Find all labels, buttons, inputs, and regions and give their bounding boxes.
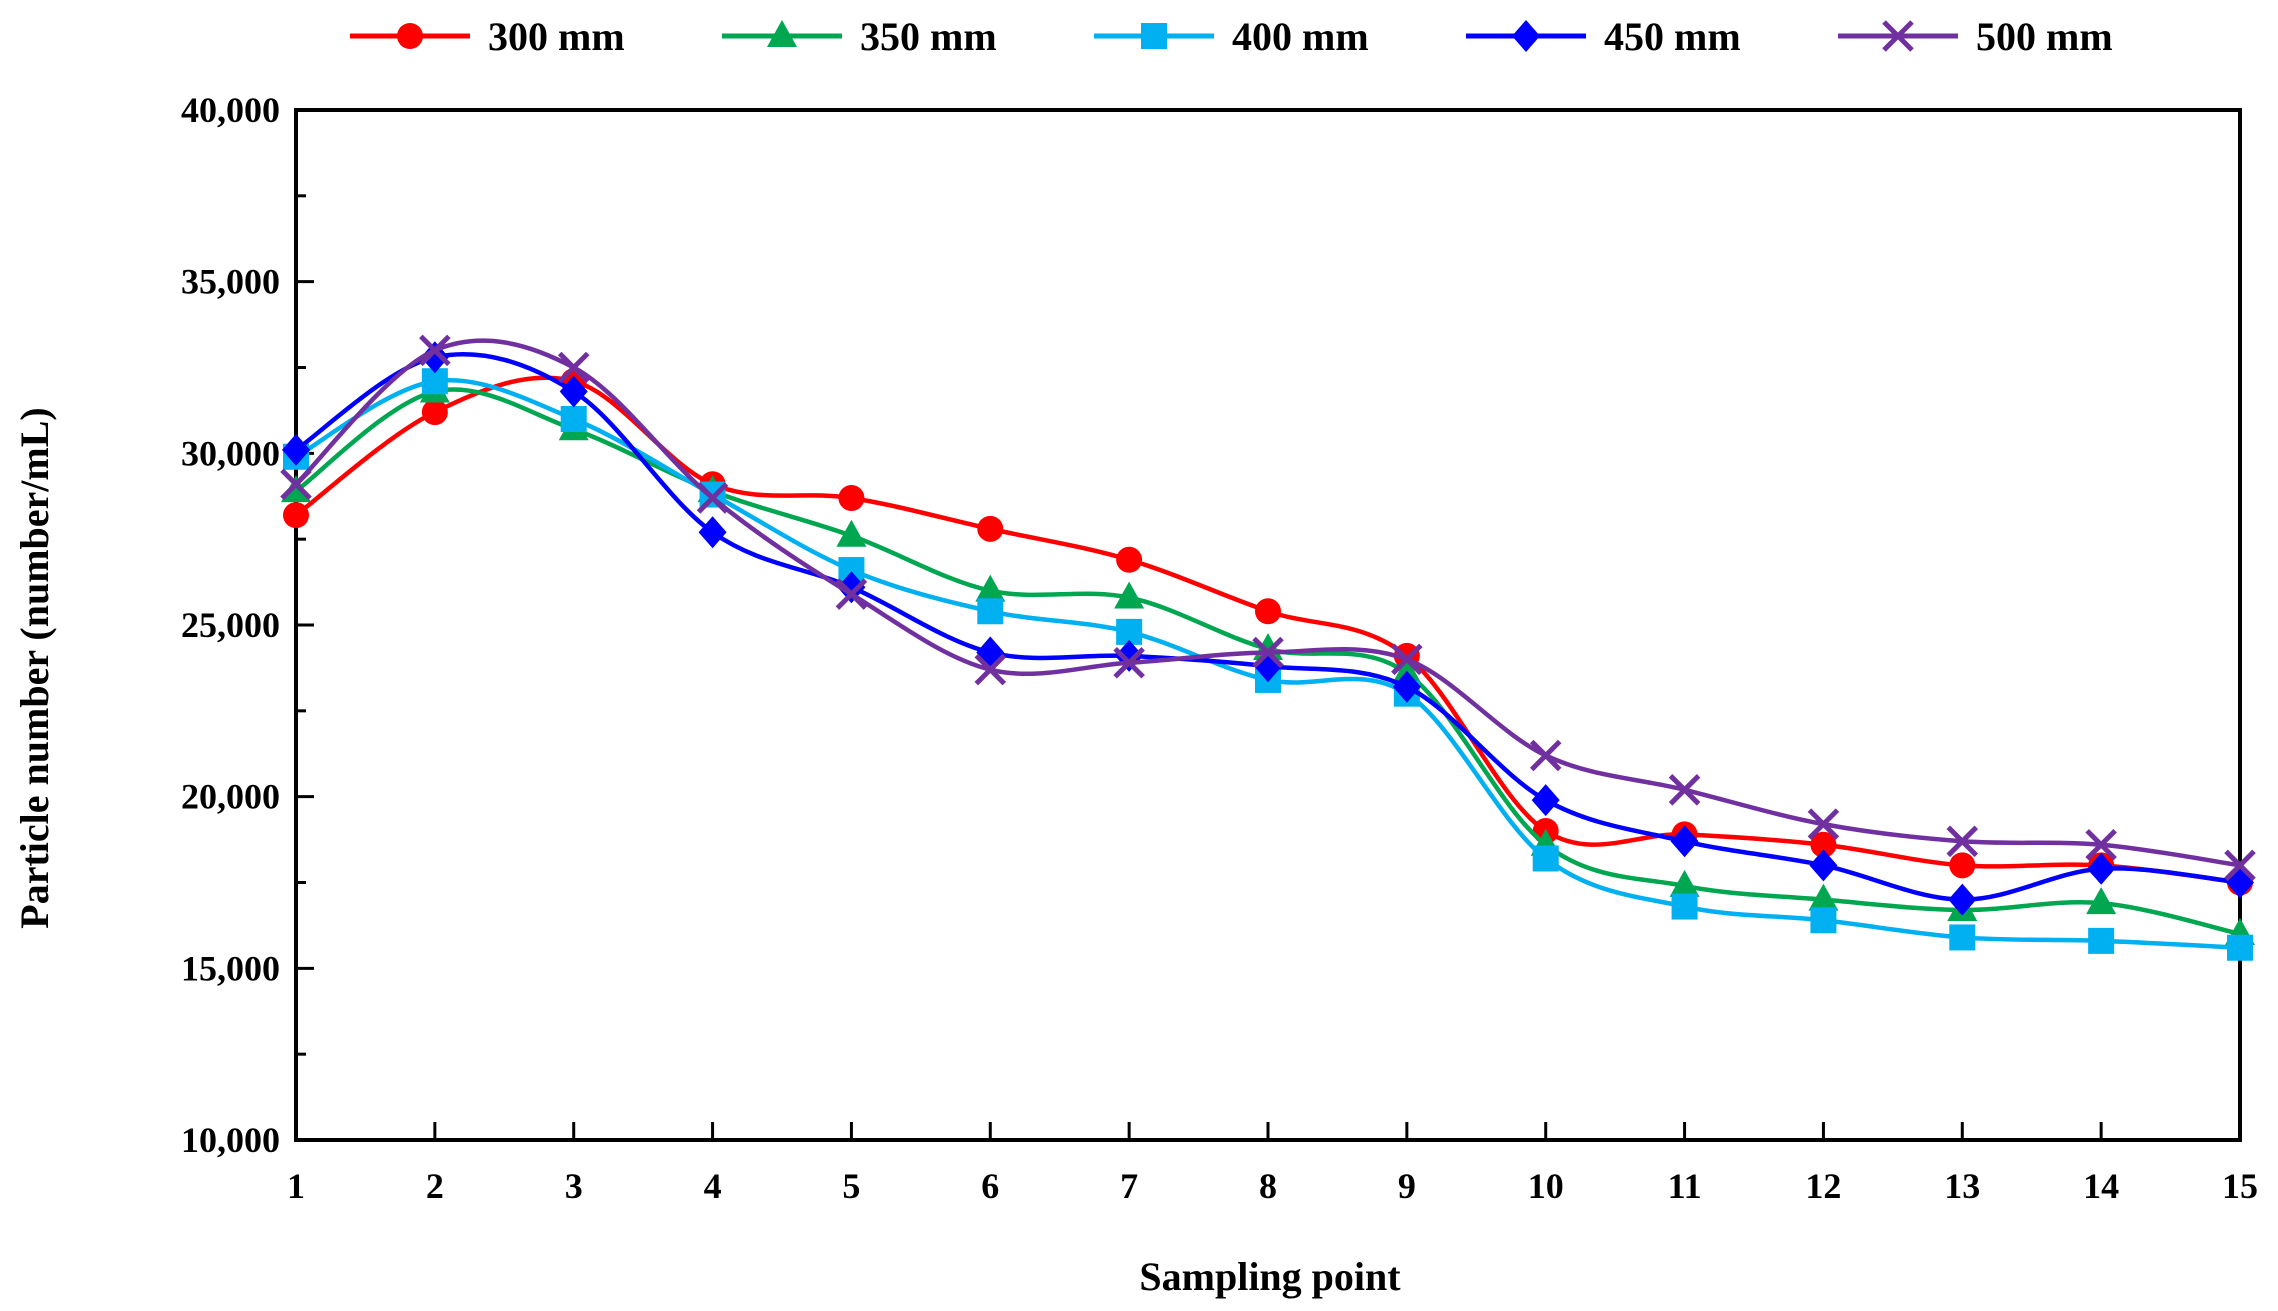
data-point xyxy=(2227,934,2253,961)
data-point xyxy=(283,502,309,529)
legend-item: 400 mm xyxy=(1094,14,1369,59)
legend-marker xyxy=(1141,23,1167,49)
x-tick-label: 15 xyxy=(2222,1166,2258,1206)
data-point xyxy=(1114,581,1145,609)
data-point xyxy=(977,598,1004,625)
data-point xyxy=(838,484,865,511)
data-point xyxy=(975,574,1006,602)
y-tick-label: 30,000 xyxy=(181,433,280,473)
series-500-mm xyxy=(280,334,2256,882)
x-tick-label: 3 xyxy=(565,1166,583,1206)
data-point xyxy=(282,433,310,466)
legend-marker xyxy=(767,20,797,47)
x-tick-label: 8 xyxy=(1259,1166,1277,1206)
data-point xyxy=(835,578,868,610)
x-tick-label: 7 xyxy=(1120,1166,1138,1206)
data-point xyxy=(560,406,587,432)
data-point xyxy=(1529,739,1562,772)
x-tick-label: 10 xyxy=(1528,1166,1564,1206)
legend-marker xyxy=(1512,20,1540,52)
data-point xyxy=(1391,643,1423,676)
data-point xyxy=(1668,774,1701,806)
data-point xyxy=(2224,849,2256,882)
data-point xyxy=(2088,927,2115,954)
legend-label: 450 mm xyxy=(1604,14,1741,59)
legend-label: 350 mm xyxy=(860,14,997,59)
data-point xyxy=(1116,546,1143,573)
x-tick-label: 6 xyxy=(981,1166,999,1206)
data-point xyxy=(419,334,451,367)
data-point xyxy=(976,636,1005,669)
data-point xyxy=(421,399,448,426)
y-axis-title: Particle number (number/mL) xyxy=(12,407,57,928)
series-layer xyxy=(280,334,2256,961)
data-point xyxy=(1809,849,1838,882)
data-point xyxy=(1671,893,1698,920)
data-point xyxy=(696,482,729,514)
data-point xyxy=(1670,825,1699,858)
data-point xyxy=(1948,883,1977,916)
data-point xyxy=(557,351,590,384)
data-point xyxy=(1392,670,1421,703)
plot-frame xyxy=(294,108,2242,1142)
data-point xyxy=(1810,907,1837,934)
data-point xyxy=(1255,598,1281,625)
x-tick-label: 11 xyxy=(1668,1166,1702,1206)
data-point xyxy=(698,516,727,549)
x-tick-label: 14 xyxy=(2083,1166,2119,1206)
x-tick-label: 9 xyxy=(1398,1166,1416,1206)
legend-marker xyxy=(397,23,423,49)
axes: 10,000 15,000 20,000 25,000 30,000 35,000 40,0… xyxy=(181,90,2258,1206)
series-line xyxy=(294,338,2241,868)
data-point xyxy=(2087,852,2116,885)
legend-label: 400 mm xyxy=(1232,14,1369,59)
data-point xyxy=(1113,646,1145,679)
data-point xyxy=(559,375,588,408)
series-300-mm xyxy=(283,368,2253,896)
data-point xyxy=(1252,636,1284,669)
data-point xyxy=(1391,657,1422,685)
data-point xyxy=(1532,845,1559,872)
data-point xyxy=(2085,828,2117,861)
data-point xyxy=(1946,825,1979,858)
y-tick-label: 20,000 xyxy=(181,777,280,817)
legend-item: 350 mm xyxy=(722,14,997,59)
data-point xyxy=(837,571,866,604)
data-point xyxy=(1669,869,1700,897)
data-point xyxy=(1949,852,1976,879)
legend-marker xyxy=(1882,20,1914,52)
series-line xyxy=(294,375,2241,885)
data-point xyxy=(977,515,1004,542)
data-point xyxy=(1531,784,1560,817)
x-tick-label: 1 xyxy=(287,1166,305,1206)
x-tick-label: 2 xyxy=(426,1166,444,1206)
x-tick-label: 13 xyxy=(1944,1166,1980,1206)
y-tick-label: 35,000 xyxy=(181,262,280,302)
x-tick-label: 5 xyxy=(842,1166,860,1206)
y-tick-label: 15,000 xyxy=(181,948,280,988)
data-point xyxy=(281,475,311,503)
data-point xyxy=(1810,831,1837,858)
legend-label: 500 mm xyxy=(1976,14,2113,59)
data-point xyxy=(1808,883,1839,911)
x-tick-label: 12 xyxy=(1805,1166,1841,1206)
y-tick-label: 25,000 xyxy=(181,605,280,645)
x-axis-title: Sampling point xyxy=(1139,1254,1401,1299)
y-tick-label: 10,000 xyxy=(181,1120,280,1160)
data-point xyxy=(2226,866,2254,899)
y-tick-label: 40,000 xyxy=(181,90,280,130)
data-point xyxy=(280,468,312,501)
legend: 300 mm 350 mm 400 mm 450 mm 500 mm xyxy=(350,14,2113,59)
legend-label: 300 mm xyxy=(488,14,625,59)
data-point xyxy=(2086,887,2117,915)
data-point xyxy=(1949,924,1976,951)
legend-item: 500 mm xyxy=(1838,14,2113,59)
legend-item: 450 mm xyxy=(1466,14,1741,59)
data-point xyxy=(836,519,867,547)
data-point xyxy=(1807,808,1840,840)
legend-item: 300 mm xyxy=(350,14,625,59)
data-point xyxy=(974,653,1007,686)
x-tick-label: 4 xyxy=(704,1166,722,1206)
